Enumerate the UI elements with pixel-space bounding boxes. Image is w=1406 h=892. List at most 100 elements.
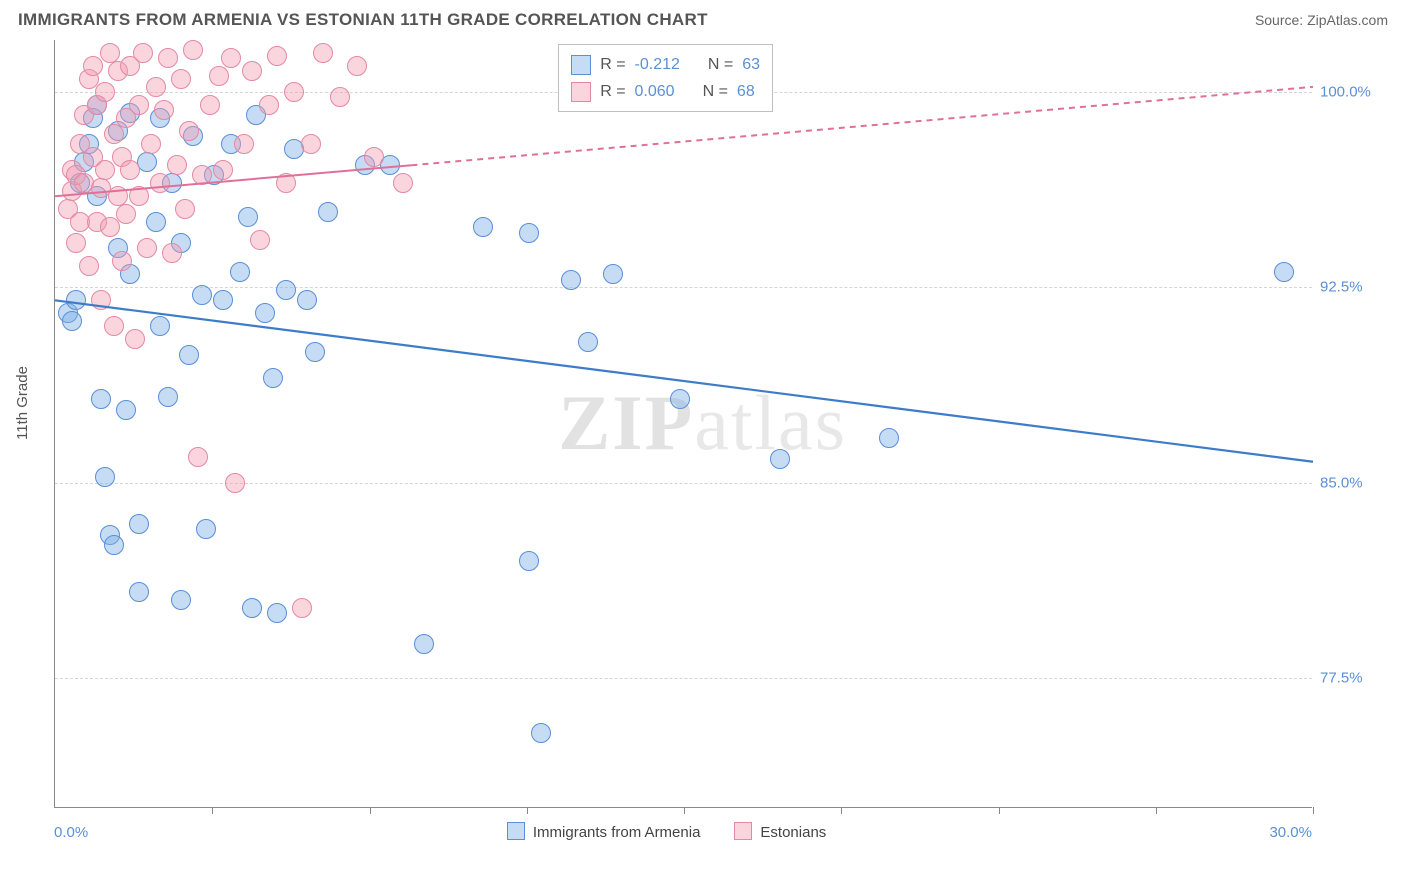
data-point-armenia [213,290,233,310]
data-point-estonia [301,134,321,154]
data-point-armenia [158,387,178,407]
data-point-estonia [79,256,99,276]
data-point-estonia [146,77,166,97]
data-point-estonia [95,82,115,102]
data-point-armenia [561,270,581,290]
data-point-armenia [62,311,82,331]
swatch-icon [571,55,591,75]
data-point-armenia [146,212,166,232]
source-link[interactable]: ZipAtlas.com [1307,12,1388,28]
data-point-estonia [112,251,132,271]
data-point-estonia [125,329,145,349]
stat-row-estonia: R =0.060N =68 [571,78,760,105]
gridline [55,287,1312,288]
data-point-armenia [318,202,338,222]
plot-region: 77.5%85.0%92.5%100.0%ZIPatlasR =-0.212N … [54,40,1312,808]
data-point-estonia [179,121,199,141]
data-point-estonia [313,43,333,63]
data-point-estonia [242,61,262,81]
data-point-estonia [116,204,136,224]
data-point-armenia [238,207,258,227]
data-point-estonia [188,447,208,467]
data-point-armenia [1274,262,1294,282]
stat-row-armenia: R =-0.212N =63 [571,51,760,78]
data-point-estonia [120,160,140,180]
watermark: ZIPatlas [558,378,847,468]
data-point-estonia [133,43,153,63]
data-point-armenia [473,217,493,237]
data-point-armenia [196,519,216,539]
trendline-armenia [55,300,1313,461]
legend-label: Estonians [760,824,826,841]
x-min-label: 0.0% [54,824,88,841]
data-point-estonia [162,243,182,263]
y-axis-label: 11th Grade [14,366,31,440]
trend-overlay [55,40,1313,808]
data-point-armenia [519,223,539,243]
data-point-armenia [179,345,199,365]
data-point-estonia [91,290,111,310]
y-tick-label: 77.5% [1320,669,1384,686]
data-point-estonia [158,48,178,68]
data-point-armenia [129,514,149,534]
chart-area: 77.5%85.0%92.5%100.0%ZIPatlasR =-0.212N … [54,40,1406,848]
chart-title: IMMIGRANTS FROM ARMENIA VS ESTONIAN 11TH… [18,10,708,30]
correlation-stat-box: R =-0.212N =63R =0.060N =68 [558,44,773,112]
legend-item: Immigrants from Armenia [507,822,701,841]
data-point-estonia [167,155,187,175]
data-point-estonia [267,46,287,66]
data-point-estonia [259,95,279,115]
n-value: 63 [742,51,760,78]
swatch-icon [507,822,525,840]
data-point-armenia [116,400,136,420]
data-point-estonia [175,199,195,219]
data-point-estonia [284,82,304,102]
y-tick-label: 92.5% [1320,279,1384,296]
data-point-armenia [66,290,86,310]
data-point-estonia [225,473,245,493]
x-tick [1313,807,1314,814]
r-value: -0.212 [635,51,680,78]
data-point-estonia [292,598,312,618]
data-point-armenia [670,389,690,409]
data-point-armenia [91,389,111,409]
data-point-armenia [531,723,551,743]
data-point-estonia [150,173,170,193]
data-point-armenia [95,467,115,487]
data-point-estonia [347,56,367,76]
data-point-estonia [95,160,115,180]
data-point-armenia [297,290,317,310]
data-point-estonia [108,186,128,206]
data-point-estonia [100,43,120,63]
bottom-legend: Immigrants from Armenia Estonians [507,822,826,841]
data-point-estonia [171,69,191,89]
data-point-armenia [414,634,434,654]
r-value: 0.060 [635,78,675,105]
data-point-armenia [171,590,191,610]
data-point-estonia [129,186,149,206]
data-point-armenia [150,316,170,336]
data-point-armenia [230,262,250,282]
data-point-estonia [137,238,157,258]
data-point-estonia [192,165,212,185]
data-point-estonia [330,87,350,107]
data-point-armenia [879,428,899,448]
data-point-armenia [242,598,262,618]
swatch-icon [734,822,752,840]
data-point-estonia [364,147,384,167]
gridline [55,678,1312,679]
data-point-estonia [393,173,413,193]
data-point-armenia [276,280,296,300]
data-point-estonia [129,95,149,115]
data-point-armenia [519,551,539,571]
data-point-estonia [141,134,161,154]
y-tick-label: 100.0% [1320,84,1384,101]
data-point-estonia [66,233,86,253]
data-point-estonia [154,100,174,120]
x-max-label: 30.0% [1269,824,1312,841]
data-point-armenia [263,368,283,388]
data-point-armenia [267,603,287,623]
data-point-estonia [200,95,220,115]
data-point-estonia [234,134,254,154]
data-point-armenia [305,342,325,362]
